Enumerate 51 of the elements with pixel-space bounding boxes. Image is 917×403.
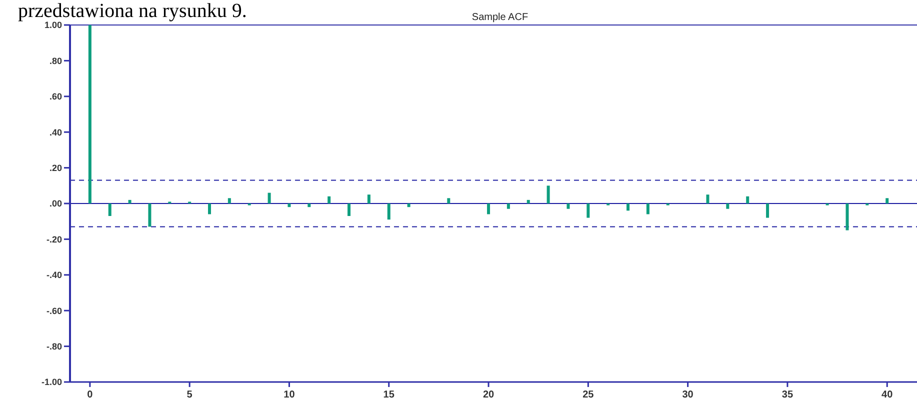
bar — [208, 204, 212, 214]
y-tick-label: .60 — [49, 92, 62, 102]
bar — [328, 196, 331, 204]
x-tick-label: 30 — [682, 390, 694, 400]
bar — [586, 204, 590, 218]
y-tick-label: .80 — [49, 56, 62, 66]
y-tick-label: .00 — [49, 198, 62, 209]
bar — [526, 200, 530, 204]
bar — [148, 204, 152, 227]
bar — [626, 204, 630, 211]
x-tick-label: 20 — [482, 390, 495, 400]
x-tick-label: 40 — [882, 390, 894, 400]
bar — [407, 204, 410, 208]
bar — [348, 204, 351, 216]
x-tick-label: 35 — [782, 390, 794, 400]
bar — [88, 25, 92, 204]
bar — [128, 200, 132, 204]
y-tick-label: .20 — [49, 162, 62, 173]
bar — [646, 204, 650, 214]
text: przedstawiona na rysunku 9. — [18, 0, 247, 22]
bar — [566, 204, 570, 209]
bar — [746, 196, 750, 204]
y-tick-label: -.40 — [46, 270, 62, 280]
bar — [447, 198, 450, 204]
y-tick-label: -1.00 — [41, 377, 62, 388]
x-tick-label: 5 — [186, 390, 193, 400]
chart-title: Sample ACF — [472, 12, 528, 23]
bar — [387, 204, 390, 220]
x-tick-label: 15 — [383, 390, 395, 400]
y-tick-label: -.80 — [46, 341, 62, 352]
bar — [886, 198, 889, 204]
bar — [228, 198, 231, 204]
x-tick-label: 0 — [87, 390, 94, 400]
bar — [506, 204, 510, 209]
bar — [706, 194, 710, 204]
y-tick-label: .40 — [49, 127, 62, 138]
bar — [288, 204, 291, 208]
bar — [308, 204, 311, 208]
y-tick-label: -.20 — [46, 234, 62, 244]
bar — [268, 192, 271, 204]
bar — [766, 204, 770, 218]
bar — [846, 204, 849, 230]
y-tick-label: -.60 — [46, 306, 62, 316]
bar — [726, 204, 730, 209]
y-tick-label: 1.00 — [44, 20, 62, 30]
x-tick-label: 10 — [284, 390, 296, 400]
bar — [546, 186, 550, 204]
bar — [367, 194, 370, 204]
bar — [108, 204, 112, 216]
x-tick-label: 25 — [582, 390, 594, 400]
bar — [487, 204, 490, 214]
